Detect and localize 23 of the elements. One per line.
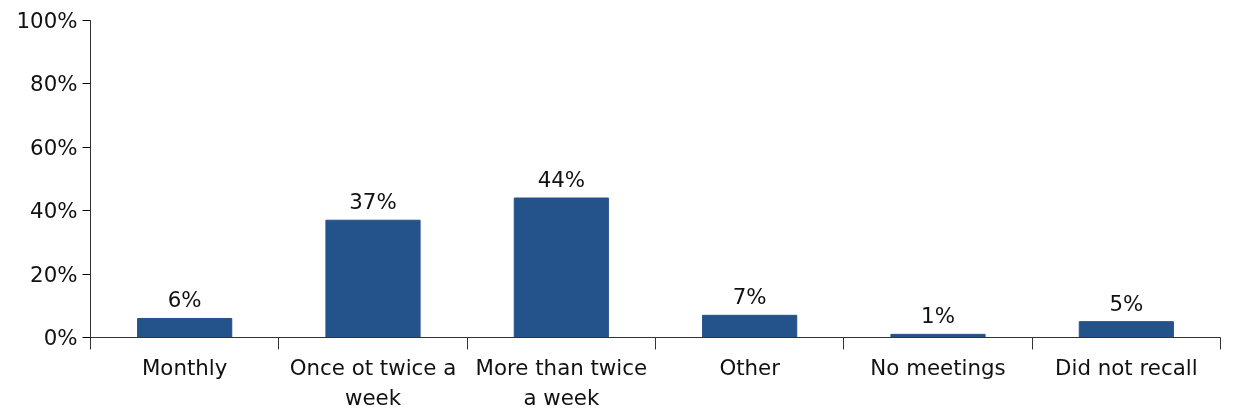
data-label: 1% — [921, 303, 955, 329]
x-tick-label: No meetings — [870, 354, 1006, 380]
x-tick-label: Once ot twice a week — [289, 354, 457, 410]
x-tick-label: Other — [719, 354, 781, 380]
bar — [325, 219, 421, 338]
bar — [513, 197, 609, 338]
bar — [1078, 321, 1174, 338]
data-label: 37% — [349, 189, 397, 215]
data-label: 6% — [167, 287, 202, 313]
x-tick-label: Did not recall — [1055, 354, 1198, 380]
y-tick-label: 0% — [43, 325, 78, 350]
y-tick-label: 40% — [30, 198, 78, 224]
bar — [137, 317, 233, 338]
data-label: 7% — [732, 284, 767, 310]
y-tick-label: 20% — [30, 261, 78, 287]
y-tick-label: 80% — [30, 71, 78, 97]
data-label: 5% — [1109, 290, 1144, 316]
y-tick-label: 60% — [30, 134, 78, 160]
bar — [702, 314, 798, 338]
x-tick-label: More than twice a week — [475, 354, 648, 410]
x-tick-label: Monthly — [141, 354, 228, 380]
y-tick-label: 100% — [16, 8, 78, 33]
data-label: 44% — [537, 167, 586, 193]
